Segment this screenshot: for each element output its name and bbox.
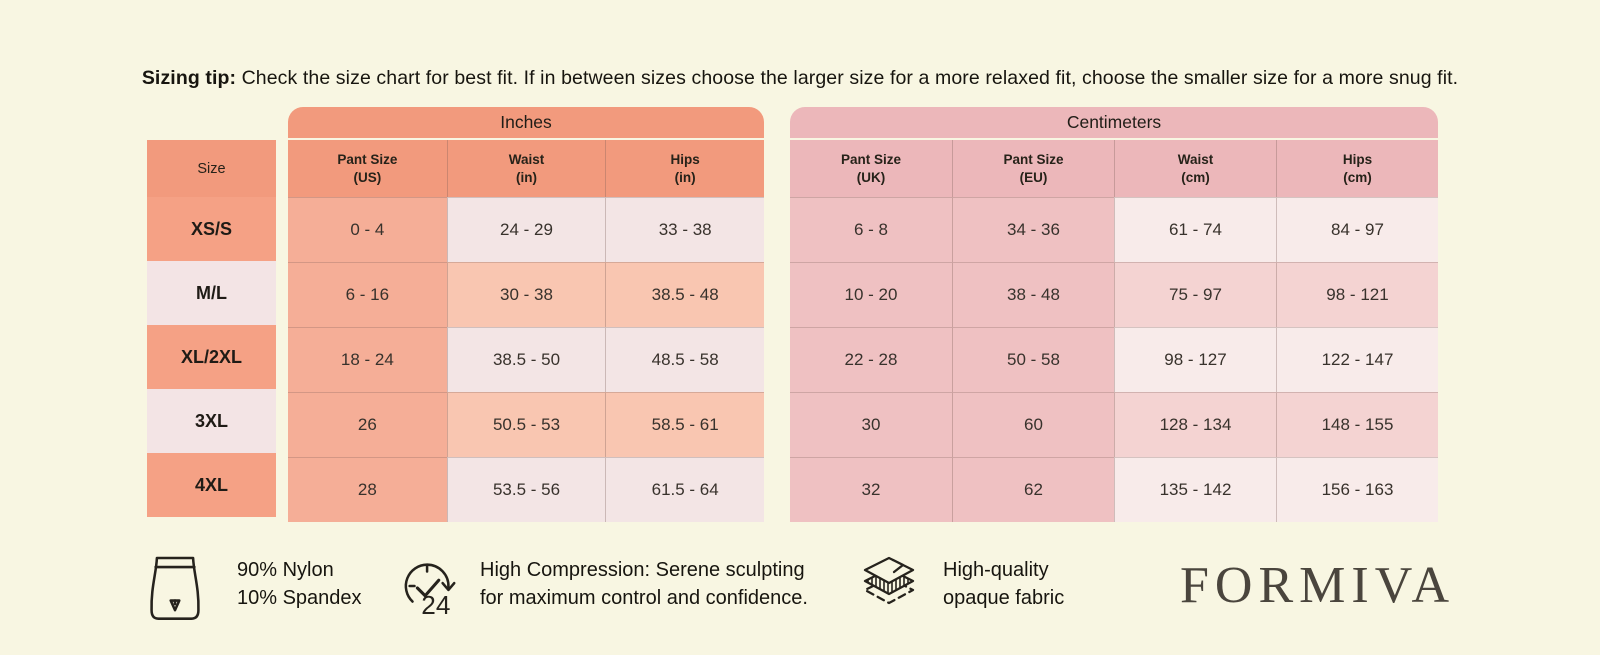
col-header-pant-size-uk: Pant Size (UK) [790, 140, 952, 197]
table-cell: 48.5 - 58 [605, 327, 764, 392]
table-cell: 33 - 38 [605, 197, 764, 262]
clock-24-icon: 24 [398, 553, 462, 621]
sizing-tip-label: Sizing tip: [141, 66, 237, 89]
fabric-content-text: 90% Nylon 10% Spandex [237, 559, 362, 610]
table-cell: 50 - 58 [952, 327, 1114, 392]
shorts-icon [142, 551, 208, 631]
table-cell: 135 - 142 [1114, 457, 1276, 522]
sizing-tip-text: Check the size chart for best fit. If in… [236, 66, 1459, 89]
size-label-3xl: 3XL [147, 389, 276, 453]
table-cell: 75 - 97 [1114, 262, 1276, 327]
table-cell: 6 - 16 [288, 262, 447, 327]
table-cell: 60 [952, 392, 1114, 457]
table-cell: 6 - 8 [790, 197, 952, 262]
table-cell: 61.5 - 64 [605, 457, 764, 522]
size-column-header: Size [147, 140, 276, 197]
quality-text: High-quality opaque fabric [943, 559, 1065, 610]
centimeters-table-title: Centimeters [790, 107, 1438, 138]
table-cell: 98 - 121 [1276, 262, 1438, 327]
col-header-pant-size-eu: Pant Size (EU) [952, 140, 1114, 197]
col-header-waist-cm: Waist (cm) [1114, 140, 1276, 197]
table-cell: 38 - 48 [952, 262, 1114, 327]
table-cell: 148 - 155 [1276, 392, 1438, 457]
size-label-xss: XS/S [147, 197, 276, 261]
table-cell: 122 - 147 [1276, 327, 1438, 392]
table-cell: 34 - 36 [952, 197, 1114, 262]
table-cell: 32 [790, 457, 952, 522]
clock-24-badge: 24 [421, 590, 450, 620]
fabric-layers-icon [856, 549, 922, 615]
brand-logo: FORMIVA [1180, 557, 1456, 614]
size-label-4xl: 4XL [147, 453, 276, 517]
compression-text: High Compression: Serene sculpting for m… [480, 559, 808, 610]
table-cell: 58.5 - 61 [605, 392, 764, 457]
size-label-xl2xl: XL/2XL [147, 325, 276, 389]
col-header-pant-size-us: Pant Size (US) [288, 140, 447, 197]
table-cell: 84 - 97 [1276, 197, 1438, 262]
table-cell: 53.5 - 56 [446, 457, 606, 522]
col-header-hips-in: Hips (in) [605, 140, 764, 197]
size-label-ml: M/L [147, 261, 276, 325]
table-cell: 38.5 - 50 [446, 327, 606, 392]
table-cell: 0 - 4 [288, 197, 447, 262]
table-cell: 24 - 29 [446, 197, 606, 262]
inches-table-title: Inches [288, 107, 764, 138]
table-cell: 62 [952, 457, 1114, 522]
table-cell: 38.5 - 48 [605, 262, 764, 327]
sizing-tip: Sizing tip: Check the size chart for bes… [0, 67, 1600, 90]
col-header-waist-in: Waist (in) [446, 140, 606, 197]
table-cell: 61 - 74 [1114, 197, 1276, 262]
col-header-hips-cm: Hips (cm) [1276, 140, 1438, 197]
size-column: Size XS/S M/L XL/2XL 3XL 4XL [147, 140, 276, 517]
table-cell: 26 [288, 392, 447, 457]
table-cell: 156 - 163 [1276, 457, 1438, 522]
inches-table: Inches Pant Size (US) Waist (in) Hips (i… [288, 107, 764, 522]
centimeters-table: Centimeters Pant Size (UK) Pant Size (EU… [790, 107, 1438, 522]
table-cell: 22 - 28 [790, 327, 952, 392]
table-cell: 128 - 134 [1114, 392, 1276, 457]
table-cell: 30 [790, 392, 952, 457]
table-cell: 18 - 24 [288, 327, 447, 392]
table-cell: 10 - 20 [790, 262, 952, 327]
table-cell: 30 - 38 [446, 262, 606, 327]
table-cell: 28 [288, 457, 447, 522]
table-cell: 98 - 127 [1114, 327, 1276, 392]
table-cell: 50.5 - 53 [446, 392, 606, 457]
